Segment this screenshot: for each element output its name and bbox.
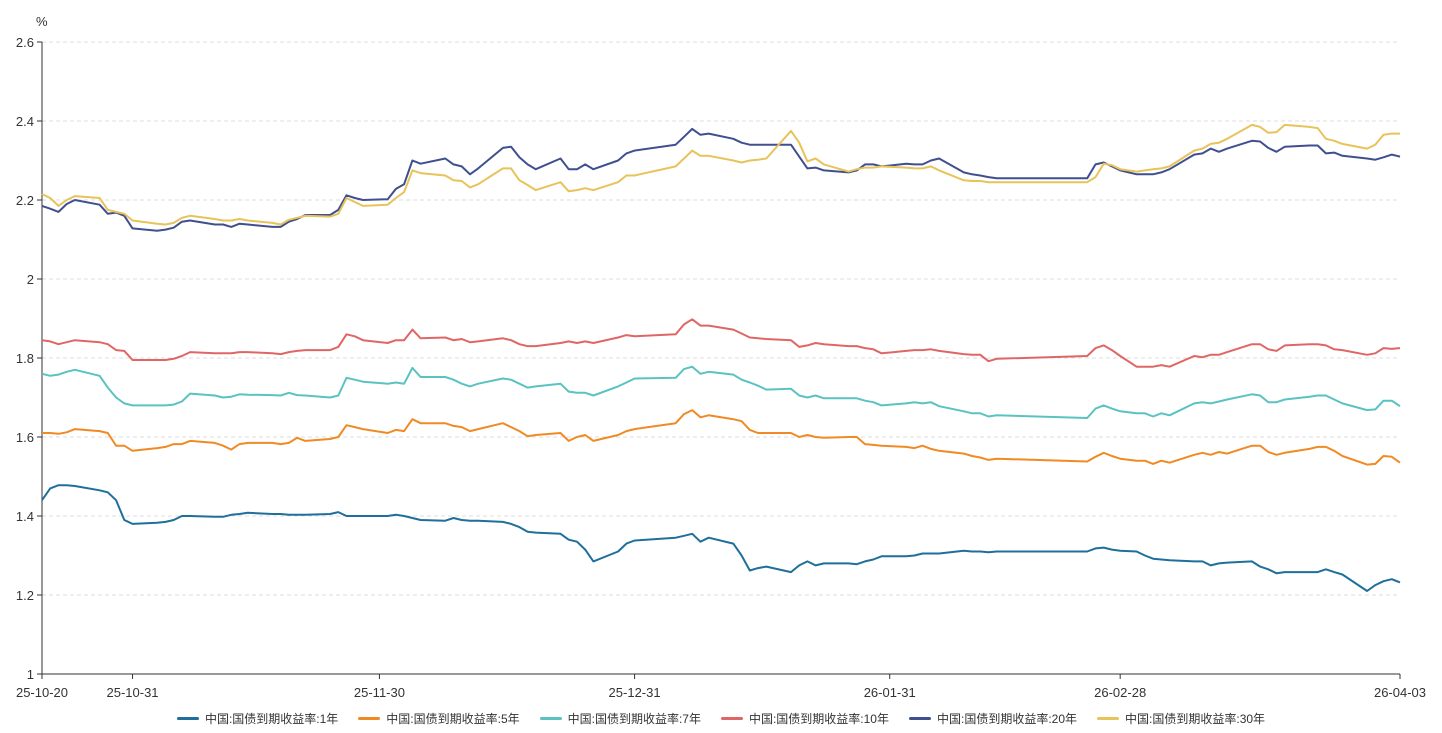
x-tick-label: 26-04-03 — [1374, 685, 1426, 700]
legend-label: 中国:国债到期收益率:20年 — [937, 711, 1078, 726]
x-tick-label: 26-02-28 — [1094, 685, 1146, 700]
x-tick-label: 25-10-20 — [16, 685, 68, 700]
series-line-5 — [41, 123, 1400, 226]
x-tick-label: 26-01-31 — [864, 685, 916, 700]
y-tick-label: 1.8 — [16, 351, 34, 366]
y-tick-label: 1.2 — [16, 588, 34, 603]
series-line-2 — [41, 365, 1401, 419]
y-axis-ticks: 1 1.2 1.4 1.6 1.8 2 2.2 2.4 2.6 — [16, 35, 43, 682]
series-line-1 — [42, 409, 1401, 466]
legend-label: 中国:国债到期收益率:10年 — [748, 711, 889, 726]
x-tick-label: 25-10-31 — [107, 685, 159, 700]
y-tick-label: 2 — [27, 272, 34, 287]
legend-swatch — [358, 716, 381, 720]
series-lines — [41, 123, 1401, 592]
grid-lines — [42, 41, 1400, 596]
series-line-3 — [41, 318, 1401, 368]
legend-swatch — [720, 716, 743, 720]
legend-label: 中国:国债到期收益率:5年 — [386, 711, 520, 726]
legend-item-2[interactable]: 中国:国债到期收益率:7年 — [539, 710, 701, 727]
y-tick-label: 2.4 — [16, 114, 34, 129]
y-tick-label: 1 — [27, 667, 34, 682]
y-tick-label: 2.6 — [16, 35, 34, 50]
y-axis-unit-label: % — [36, 14, 48, 29]
legend-swatch — [539, 716, 562, 720]
series-line-0 — [41, 484, 1401, 592]
series-line-4 — [41, 127, 1401, 232]
legend-label: 中国:国债到期收益率:7年 — [567, 711, 701, 726]
legend-swatch — [1097, 716, 1120, 720]
x-axis: 25-10-20 25-10-31 25-11-30 25-12-31 26-01-31… — [16, 673, 1426, 700]
y-tick-label: 1.6 — [16, 430, 34, 445]
x-tick-label: 25-12-31 — [609, 685, 661, 700]
x-tick-label: 25-11-30 — [354, 685, 405, 700]
legend: 中国:国债到期收益率:1年 中国:国债到期收益率:5年 中国:国债到期收益率:7年 中… — [0, 706, 1442, 730]
y-tick-label: 1.4 — [16, 509, 34, 524]
y-tick-label: 2.2 — [16, 193, 34, 208]
legend-label: 中国:国债到期收益率:1年 — [204, 711, 339, 726]
legend-item-5[interactable]: 中国:国债到期收益率:30年 — [1097, 710, 1265, 727]
legend-label: 中国:国债到期收益率:30年 — [1125, 711, 1266, 726]
legend-item-1[interactable]: 中国:国债到期收益率:5年 — [358, 710, 520, 727]
legend-item-4[interactable]: 中国:国债到期收益率:20年 — [909, 710, 1077, 727]
line-chart: % 11.21.41.61.822.22.42.6 25-10-20 25-10-… — [16, 14, 1426, 700]
legend-swatch — [909, 716, 931, 720]
legend-swatch — [176, 716, 199, 720]
legend-item-0[interactable]: 中国:国债到期收益率:1年 — [176, 710, 339, 727]
legend-item-3[interactable]: 中国:国债到期收益率:10年 — [720, 710, 889, 727]
